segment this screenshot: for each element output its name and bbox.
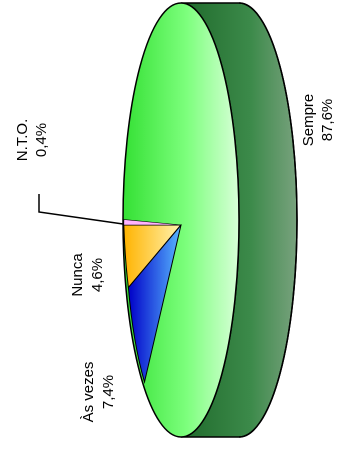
nto-leader-line [38, 194, 124, 225]
label-as-vezes-name: Às vezes [80, 362, 97, 423]
pie-side-back-edge [238, 2, 298, 438]
label-nto-name: N.T.O. [14, 119, 31, 162]
pie-slice-nto [123, 219, 182, 226]
label-nunca-name: Nunca [69, 253, 86, 297]
label-sempre-name: Sempre [300, 94, 317, 147]
label-nto-value: 0,4% [33, 123, 50, 157]
pie-top-face [122, 2, 240, 438]
label-sempre-value: 87,6% [319, 99, 336, 142]
pie-slice-as-vezes [127, 224, 182, 384]
label-as-vezes-value: 7,4% [100, 375, 117, 409]
label-nunca-value: 4,6% [89, 258, 106, 292]
